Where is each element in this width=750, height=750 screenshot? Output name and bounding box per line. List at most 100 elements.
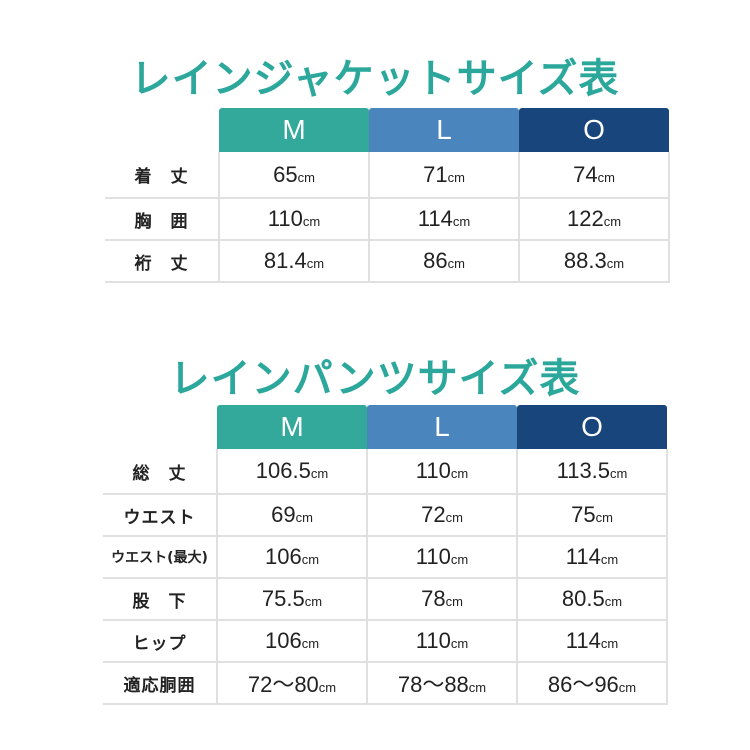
value-number: 78〜88 xyxy=(397,672,469,697)
value-cell: 106.5cm xyxy=(216,449,368,495)
value-number: 80.5 xyxy=(561,586,605,611)
row-label: ウエスト(最大) xyxy=(103,536,217,579)
row-label: ヒップ xyxy=(103,620,217,663)
value-unit: cm xyxy=(606,256,625,271)
value-cell: 71cm xyxy=(368,152,520,199)
size-header-O: O xyxy=(519,108,669,152)
value-cell: 78cm xyxy=(366,578,518,621)
value-cell: 114cm xyxy=(368,198,520,241)
value-unit: cm xyxy=(604,594,623,609)
value-unit: cm xyxy=(306,256,325,271)
value-unit: cm xyxy=(318,680,337,695)
value-unit: cm xyxy=(301,552,320,567)
table-row: ウエスト 69cm 72cm 75cm xyxy=(103,494,668,537)
size-header-M: M xyxy=(219,108,369,152)
value-cell: 75cm xyxy=(516,494,668,537)
size-header-L: L xyxy=(369,108,519,152)
table-row: ウエスト(最大) 106cm 110cm 114cm xyxy=(103,536,668,579)
value-cell: 86cm xyxy=(368,240,520,283)
row-label: 胸 囲 xyxy=(105,198,219,241)
value-number: 65 xyxy=(273,161,298,187)
value-cell: 78〜88cm xyxy=(366,662,518,705)
value-unit: cm xyxy=(468,680,487,695)
value-number: 110 xyxy=(267,206,303,231)
value-cell: 75.5cm xyxy=(216,578,368,621)
value-number: 110 xyxy=(415,544,451,569)
value-cell: 65cm xyxy=(218,152,370,199)
value-unit: cm xyxy=(297,169,315,185)
row-label: 総 丈 xyxy=(103,449,217,495)
value-unit: cm xyxy=(603,214,622,229)
value-unit: cm xyxy=(450,636,469,651)
value-cell: 80.5cm xyxy=(516,578,668,621)
value-cell: 110cm xyxy=(218,198,370,241)
size-header-L: L xyxy=(367,405,517,449)
value-number: 114 xyxy=(565,544,601,569)
value-number: 110 xyxy=(415,458,451,483)
value-number: 72〜80 xyxy=(247,672,319,697)
value-number: 78 xyxy=(421,586,446,611)
value-cell: 72cm xyxy=(366,494,518,537)
value-cell: 72〜80cm xyxy=(216,662,368,705)
value-number: 122 xyxy=(566,206,604,231)
value-unit: cm xyxy=(610,466,628,481)
value-number: 81.4 xyxy=(263,248,307,273)
value-cell: 114cm xyxy=(516,620,668,663)
table-row: 着 丈 65cm 71cm 74cm xyxy=(105,152,670,199)
value-cell: 88.3cm xyxy=(518,240,670,283)
table-row: 胸 囲 110cm 114cm 122cm xyxy=(105,198,670,241)
value-unit: cm xyxy=(452,214,471,229)
value-unit: cm xyxy=(450,552,469,567)
corner-cell xyxy=(105,108,219,152)
value-cell: 106cm xyxy=(216,620,368,663)
value-number: 86 xyxy=(423,248,448,273)
value-cell: 81.4cm xyxy=(218,240,370,283)
value-number: 86〜96 xyxy=(547,672,619,697)
value-cell: 110cm xyxy=(366,449,518,495)
value-cell: 114cm xyxy=(516,536,668,579)
value-cell: 122cm xyxy=(518,198,670,241)
value-unit: cm xyxy=(301,636,320,651)
table-row: 股 下 75.5cm 78cm 80.5cm xyxy=(103,578,668,621)
row-label: ウエスト xyxy=(103,494,217,537)
row-label: 着 丈 xyxy=(105,152,219,199)
row-label: 裄 丈 xyxy=(105,240,219,283)
value-unit: cm xyxy=(445,594,463,609)
value-unit: cm xyxy=(618,680,637,695)
size-header-M: M xyxy=(217,405,367,449)
value-cell: 113.5cm xyxy=(516,449,668,495)
value-unit: cm xyxy=(597,169,615,185)
value-unit: cm xyxy=(310,466,329,481)
value-number: 113.5 xyxy=(556,458,611,483)
value-number: 88.3 xyxy=(563,248,607,273)
value-unit: cm xyxy=(600,552,619,567)
value-number: 114 xyxy=(417,206,453,231)
table-row: 裄 丈 81.4cm 86cm 88.3cm xyxy=(105,240,670,283)
value-unit: cm xyxy=(447,169,465,185)
table-row: 適応胴囲 72〜80cm 78〜88cm 86〜96cm xyxy=(103,662,668,705)
value-unit: cm xyxy=(445,510,463,525)
value-cell: 74cm xyxy=(518,152,670,199)
value-number: 72 xyxy=(421,502,446,527)
row-label: 適応胴囲 xyxy=(103,662,217,705)
row-label: 股 下 xyxy=(103,578,217,621)
jacket-title: レインジャケットサイズ表 xyxy=(130,56,620,102)
value-number: 74 xyxy=(573,161,598,187)
value-number: 114 xyxy=(565,628,601,653)
value-number: 106 xyxy=(264,544,302,569)
value-number: 106.5 xyxy=(255,458,311,483)
value-number: 71 xyxy=(423,161,448,187)
value-unit: cm xyxy=(447,256,465,271)
value-number: 110 xyxy=(415,628,451,653)
value-cell: 69cm xyxy=(216,494,368,537)
table-row: 総 丈 106.5cm 110cm 113.5cm xyxy=(103,449,668,495)
value-cell: 106cm xyxy=(216,536,368,579)
value-unit: cm xyxy=(450,466,469,481)
corner-cell xyxy=(103,405,217,449)
value-unit: cm xyxy=(600,636,619,651)
value-unit: cm xyxy=(302,214,321,229)
